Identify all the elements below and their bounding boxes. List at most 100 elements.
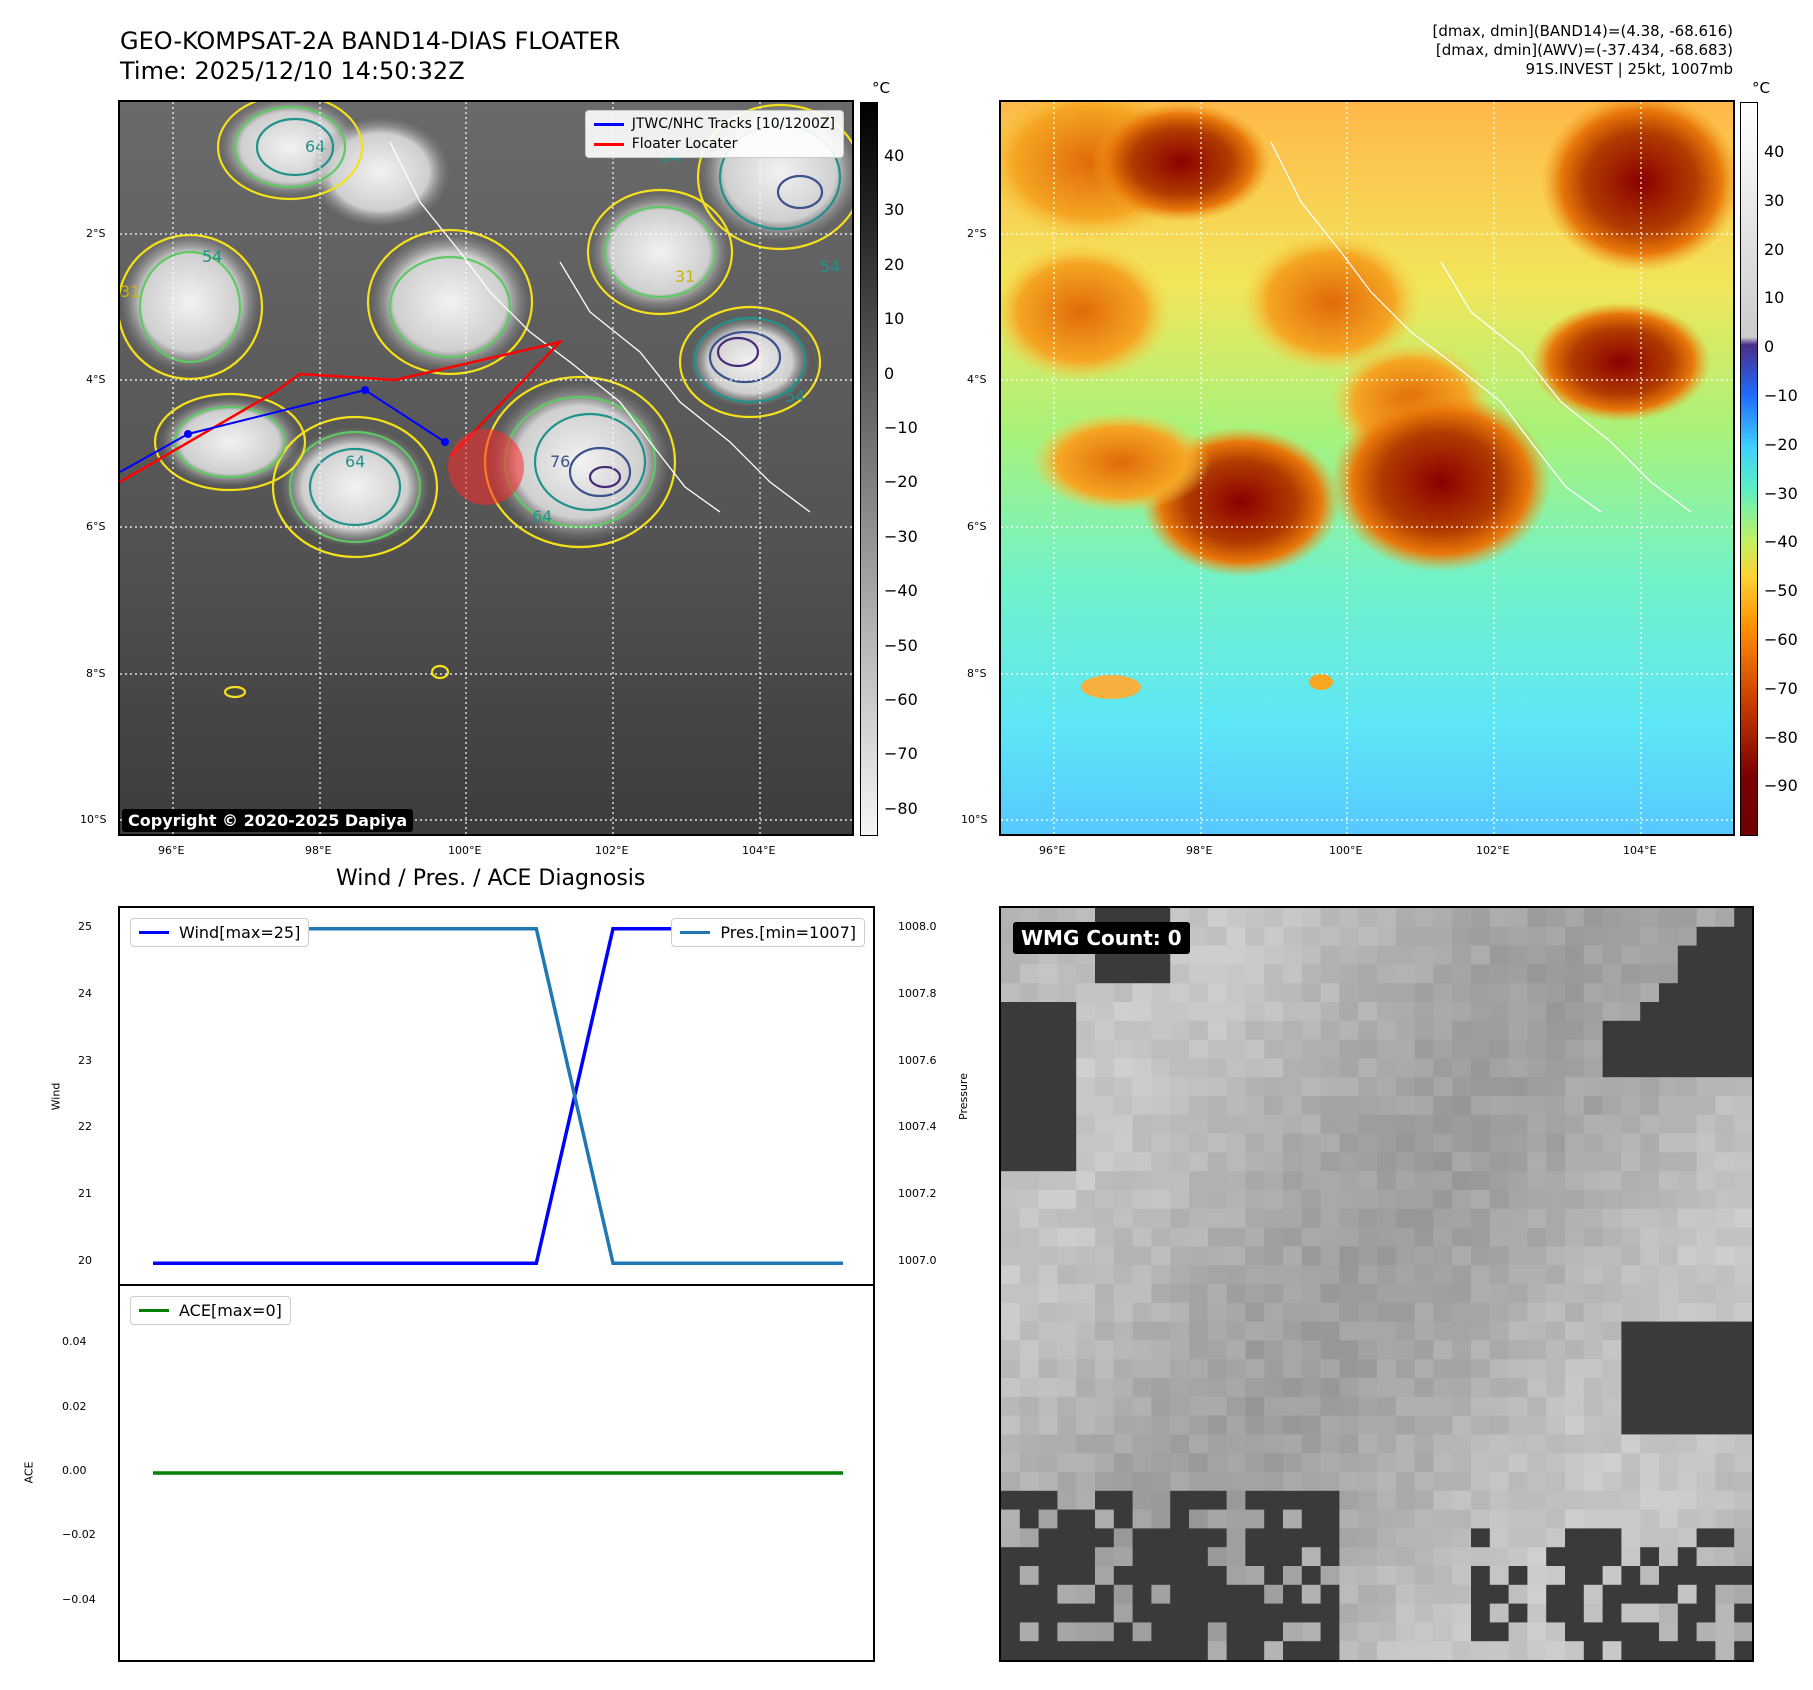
lon-tick: 102°E [595, 844, 629, 857]
pressure-axis-label: Pressure [956, 1073, 970, 1120]
lon-tick: 98°E [305, 844, 332, 857]
ir-color-map-canvas [1001, 102, 1733, 834]
lat-tick: 4°S [86, 373, 106, 386]
lon-tick: 96°E [1039, 844, 1066, 857]
map-legend: JTWC/NHC Tracks [10/1200Z] Floater Locat… [584, 110, 844, 158]
jtwc-track-point [441, 438, 449, 446]
figure-time: Time: 2025/12/10 14:50:32Z [120, 57, 465, 85]
legend-label: JTWC/NHC Tracks [10/1200Z] [631, 116, 835, 132]
contour-label: 54 [820, 257, 840, 276]
ace-tick: 0.04 [62, 1335, 87, 1349]
wmg-pixel-grid [1001, 908, 1752, 1660]
stats-invest: 91S.INVEST | 25kt, 1007mb [1525, 60, 1733, 78]
wind-legend-label: Wind[max=25] [179, 923, 301, 942]
pressure-series-line [153, 926, 843, 1266]
contour-label: 54 [785, 387, 805, 406]
ace-legend: ACE[max=0] [130, 1296, 291, 1325]
coastline [1270, 141, 1602, 513]
coastline [559, 261, 811, 513]
colorbar-tick: 30 [1764, 190, 1785, 210]
coastline [1440, 261, 1692, 513]
colorbar-tick: 20 [884, 254, 905, 274]
colorbar-tick: −20 [884, 472, 918, 492]
lat-tick: 10°S [80, 813, 107, 826]
colorbar-tick: −40 [1764, 532, 1798, 552]
pressure-tick: 1007.6 [898, 1053, 937, 1067]
lon-tick: 100°E [1329, 844, 1363, 857]
lon-tick: 104°E [742, 844, 776, 857]
ace-legend-label: ACE[max=0] [179, 1301, 282, 1320]
colorbar-tick: −40 [884, 581, 918, 601]
ir-color-map [999, 100, 1735, 836]
colorbar-tick: 40 [1764, 142, 1785, 161]
jtwc-track-line [120, 388, 446, 473]
colorbar-tick: 10 [1764, 288, 1785, 308]
lon-tick: 98°E [1186, 844, 1213, 857]
coastline [389, 141, 721, 513]
wind-pressure-canvas [153, 926, 843, 1266]
wind-tick: 23 [78, 1053, 92, 1067]
pressure-tick: 1007.2 [898, 1187, 937, 1201]
stats-band14: [dmax, dmin](BAND14)=(4.38, -68.616) [1432, 22, 1733, 40]
stats-block: [dmax, dmin](BAND14)=(4.38, -68.616) [dm… [1433, 22, 1733, 79]
lon-tick: 100°E [448, 844, 482, 857]
colorbar-tick: −30 [1764, 483, 1798, 503]
wind-legend: Wind[max=25] [130, 918, 310, 947]
legend-swatch [593, 142, 624, 146]
wind-axis-label: Wind [49, 1082, 63, 1111]
contour-label: 64 [305, 137, 325, 156]
colorbar-tick: 0 [884, 363, 895, 383]
lat-tick: 6°S [967, 520, 987, 533]
colorbar-tick: −70 [884, 744, 918, 764]
lat-tick: 8°S [86, 667, 106, 680]
pressure-legend-label: Pres.[min=1007] [720, 923, 856, 942]
colorbar-tick: −50 [884, 635, 918, 655]
lat-tick: 8°S [967, 667, 987, 680]
legend-swatch [680, 931, 711, 934]
lon-tick: 96°E [158, 844, 185, 857]
wmg-panel: WMG Count: 0 [999, 906, 1754, 1662]
contour-label: 31 [120, 282, 140, 301]
jtwc-track-point [361, 386, 369, 394]
colorbar-tick: 30 [884, 200, 905, 220]
wind-tick: 21 [78, 1187, 92, 1201]
colorbar-tick: −50 [1764, 581, 1798, 601]
ace-tick: 0.02 [62, 1399, 87, 1413]
jtwc-track-point [184, 430, 192, 438]
contour-label: 54 [202, 247, 222, 266]
floater-area [448, 429, 524, 505]
ace-tick: −0.04 [62, 1592, 96, 1606]
ace-axis-label: ACE [22, 1461, 36, 1484]
grayscale-colorbar [860, 102, 878, 836]
wmg-count-badge: WMG Count: 0 [1013, 922, 1190, 954]
wind-tick: 25 [78, 919, 92, 933]
lat-tick: 4°S [967, 373, 987, 386]
wind-pressure-panel: Wind[max=25] Pres.[min=1007] [118, 906, 875, 1286]
legend-swatch [139, 931, 169, 934]
colorbar-tick: −80 [1764, 727, 1798, 747]
lat-tick: 2°S [86, 227, 106, 240]
wind-series-line [153, 926, 843, 1266]
colorbar-tick: −20 [1764, 434, 1798, 454]
colorbar-tick: −60 [884, 690, 918, 709]
colorbar-tick: 0 [1764, 337, 1775, 357]
legend-swatch [593, 122, 624, 126]
wind-tick: 24 [78, 986, 92, 1000]
lon-tick: 104°E [1623, 844, 1657, 857]
colorbar-unit: °C [1752, 79, 1770, 97]
contour-label: 64 [532, 507, 552, 526]
ace-canvas [153, 1471, 843, 1475]
wind-tick: 20 [78, 1254, 92, 1268]
ir-grayscale-map: 64 54 31 54 31 76 64 64 64 54 [118, 100, 854, 836]
colorbar-tick: −10 [1764, 386, 1798, 405]
stats-awv: [dmax, dmin](AWV)=(-37.434, -68.683) [1435, 41, 1733, 59]
colorbar-tick: 20 [1764, 239, 1785, 259]
colorbar-unit: °C [872, 79, 890, 97]
colorbar-tick: −70 [1764, 678, 1798, 698]
contour-label: 76 [550, 452, 570, 471]
lat-tick: 10°S [961, 813, 988, 826]
pressure-tick: 1008.0 [898, 919, 937, 933]
lat-tick: 6°S [86, 520, 106, 533]
colorbar-tick: −60 [1764, 630, 1798, 649]
floater-locater-line [120, 339, 564, 484]
